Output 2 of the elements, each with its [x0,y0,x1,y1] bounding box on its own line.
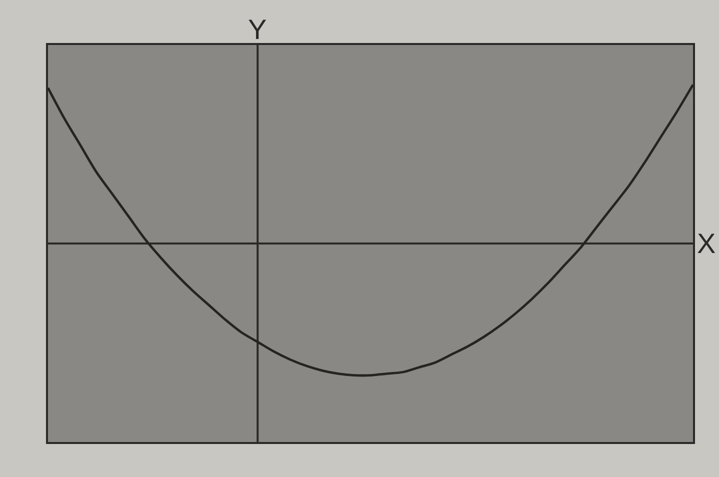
y-axis-title: Y [248,14,267,45]
x-axis-title: X [697,228,716,259]
